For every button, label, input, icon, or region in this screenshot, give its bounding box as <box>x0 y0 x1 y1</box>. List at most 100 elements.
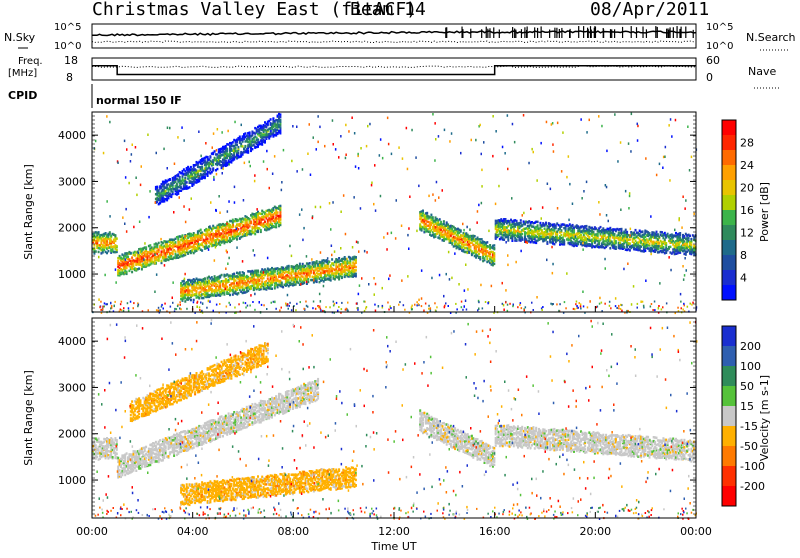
noise-cell <box>551 246 553 249</box>
data-cell <box>277 286 279 289</box>
noise-cell <box>374 293 376 296</box>
noise-cell <box>254 293 256 296</box>
data-cell <box>279 126 281 129</box>
noise-cell <box>310 174 312 177</box>
noise-cell <box>628 207 630 210</box>
data-cell <box>240 143 242 146</box>
data-cell <box>145 246 147 249</box>
noise-cell <box>536 179 538 182</box>
noise-cell <box>552 122 554 125</box>
noise-cell <box>530 208 532 211</box>
noise-cell <box>357 153 359 156</box>
noise-cell <box>432 193 434 196</box>
noise-cell <box>227 263 229 266</box>
noise-cell <box>274 155 276 158</box>
noise-cell <box>520 250 522 253</box>
noise-cell <box>523 114 525 117</box>
noise-cell <box>586 181 588 184</box>
data-cell <box>236 144 238 147</box>
data-cell <box>493 244 495 247</box>
data-cell <box>477 240 479 243</box>
data-cell <box>244 145 246 148</box>
data-cell <box>560 229 562 232</box>
noise-cell <box>163 148 165 151</box>
noise-cell <box>658 307 660 310</box>
data-cell <box>189 186 191 189</box>
noise-cell <box>367 125 369 128</box>
noise-cell <box>375 209 377 212</box>
data-cell <box>521 233 523 236</box>
freq-panel: Freq. [MHz] 18 8 60 0 Nave <box>8 54 780 88</box>
noise-cell <box>135 177 137 180</box>
noise-cell <box>169 127 171 130</box>
data-cell <box>134 254 136 257</box>
noise-cell <box>527 242 529 245</box>
noise-cell <box>583 190 585 193</box>
data-cell <box>179 241 181 244</box>
data-cell <box>520 219 522 222</box>
noise-cell <box>409 196 411 199</box>
data-cell <box>295 283 297 286</box>
noise-cell <box>670 118 672 121</box>
data-cell <box>131 256 133 259</box>
noise-cell <box>463 229 465 232</box>
noise-cell <box>320 251 322 254</box>
noise-cell <box>487 302 489 305</box>
data-cell <box>219 244 221 247</box>
noise-cell <box>209 225 211 228</box>
data-cell <box>604 234 606 237</box>
noise-cell <box>227 210 229 213</box>
data-cell <box>355 269 357 272</box>
nave-tick-top: 60 <box>706 54 720 67</box>
noise-cell <box>340 211 342 214</box>
noise-cell <box>375 283 377 286</box>
data-cell <box>690 244 692 247</box>
data-cell <box>355 275 357 278</box>
nsearch-label: N.Search <box>746 31 796 44</box>
noise-cell <box>368 283 370 286</box>
noise-cell <box>387 117 389 120</box>
noise-cell <box>234 201 236 204</box>
noise-cell <box>330 228 332 231</box>
beam-label: Beam 14 <box>350 0 426 20</box>
noise-cell <box>356 241 358 244</box>
noise-cell <box>200 155 202 158</box>
nave-tick-bottom: 0 <box>706 71 713 84</box>
data-cell <box>432 216 434 219</box>
data-cell <box>163 249 165 252</box>
noise-cell <box>328 261 330 264</box>
noise-cell <box>364 250 366 253</box>
noise-cell <box>256 208 258 211</box>
data-cell <box>489 244 491 247</box>
data-cell <box>190 166 192 169</box>
noise-cell <box>184 278 186 281</box>
noise-cell <box>542 206 544 209</box>
noise-cell <box>438 196 440 199</box>
sky-right-tick-top: 10^5 <box>706 22 733 33</box>
data-cell <box>355 266 357 269</box>
noise-cell <box>109 121 111 124</box>
data-cell <box>586 225 588 228</box>
cpid-panel: CPID normal 150 IF <box>8 84 182 108</box>
noise-cell <box>684 207 686 210</box>
data-cell <box>479 256 481 259</box>
data-cell <box>355 258 357 261</box>
data-cell <box>247 150 249 153</box>
data-cell <box>593 231 595 234</box>
data-cell <box>563 239 565 242</box>
noise-cell <box>582 248 584 251</box>
noise-cell <box>279 209 281 212</box>
noise-cell <box>683 278 685 281</box>
noise-cell <box>491 285 493 288</box>
data-cell <box>131 271 133 274</box>
noise-cell <box>505 241 507 244</box>
data-cell <box>184 177 186 180</box>
noise-cell <box>227 130 229 133</box>
noise-cell <box>331 245 333 248</box>
data-cell <box>207 231 209 234</box>
power-data-cells <box>92 113 697 315</box>
data-cell <box>239 136 241 139</box>
noise-cell <box>481 169 483 172</box>
noise-cell <box>645 280 647 283</box>
noise-cell <box>154 253 156 256</box>
